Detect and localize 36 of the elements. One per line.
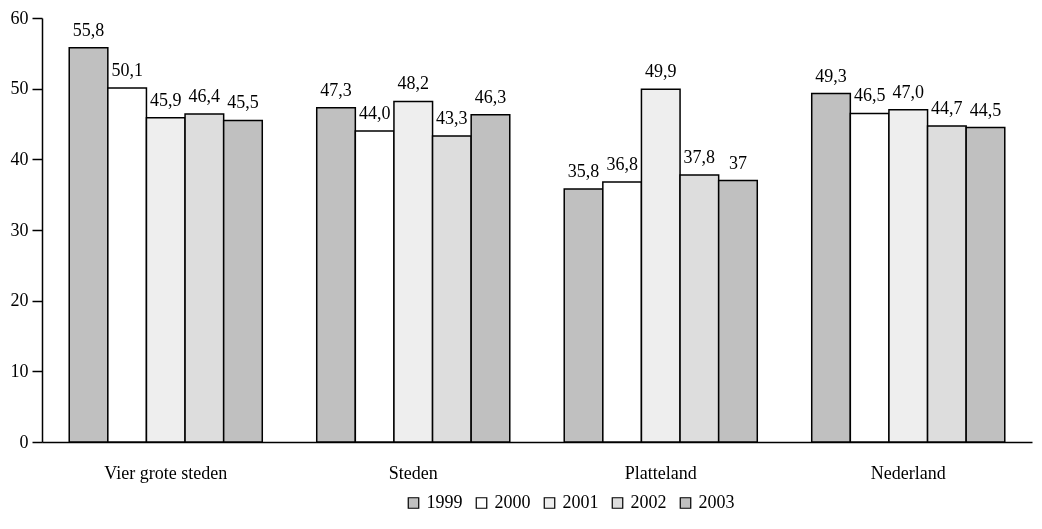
data-label: 55,8 (72, 19, 105, 40)
data-label: 44,5 (969, 99, 1002, 120)
legend-label: 2003 (698, 492, 735, 512)
y-tick-label: 0 (19, 431, 29, 452)
x-tick-label: Vier grote steden (104, 462, 228, 483)
data-label: 46,4 (188, 86, 221, 107)
legend-label: 1999 (426, 492, 463, 512)
data-label: 43,3 (436, 108, 468, 129)
x-tick-label: Nederland (870, 462, 946, 483)
data-label: 45,5 (227, 92, 259, 113)
y-tick-label: 40 (10, 148, 29, 169)
x-tick-label: Steden (388, 462, 438, 483)
data-label: 46,3 (474, 86, 507, 107)
data-label: 49,3 (815, 65, 847, 86)
y-tick-label: 60 (10, 7, 29, 28)
y-tick-label: 30 (10, 219, 29, 240)
y-tick-label: 50 (10, 78, 29, 99)
legend-label: 2001 (562, 492, 599, 512)
data-label: 48,2 (397, 73, 429, 94)
data-label: 37,8 (683, 146, 716, 167)
data-label: 35,8 (567, 161, 600, 182)
x-tick-label: Platteland (624, 462, 697, 483)
legend-label: 2000 (494, 492, 531, 512)
legend-label: 2002 (630, 492, 667, 512)
data-label: 36,8 (606, 153, 638, 174)
data-label: 44,7 (931, 98, 963, 119)
y-tick-label: 20 (10, 290, 29, 311)
data-label: 37 (728, 152, 747, 173)
data-label: 47,0 (892, 81, 924, 102)
data-label: 50,1 (111, 59, 143, 80)
data-label: 47,3 (320, 79, 352, 100)
data-label: 45,9 (150, 89, 182, 110)
y-tick-label: 10 (10, 360, 29, 381)
data-label: 44,0 (358, 103, 391, 124)
data-label: 49,9 (645, 61, 677, 82)
data-label: 46,5 (853, 85, 886, 106)
